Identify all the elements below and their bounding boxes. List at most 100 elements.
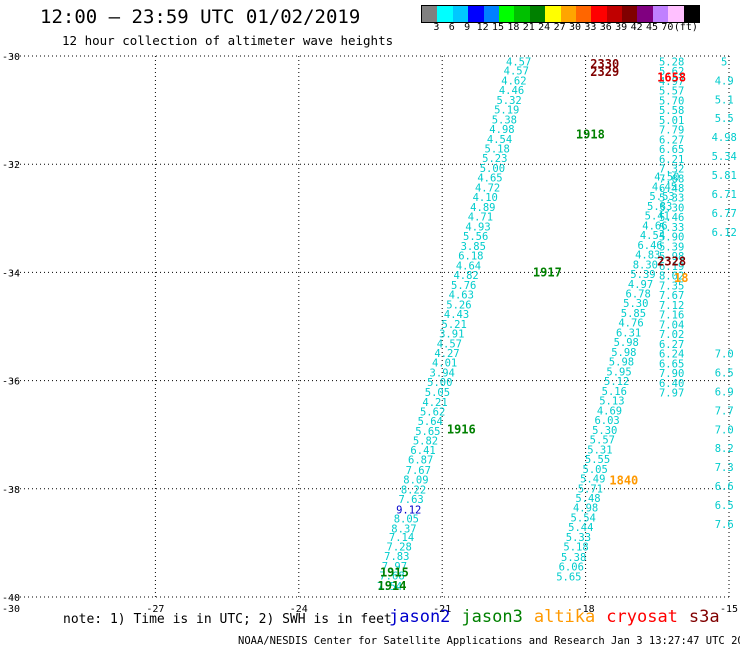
scale-label: 18 [507,22,520,33]
data-point: 5.98 [614,337,639,349]
data-point: 3.91 [439,329,464,341]
data-point: 3.85 [461,241,486,253]
data-point: 5.95 [606,366,631,378]
time-label: 1658 [657,71,686,85]
data-point: 7.3 [715,462,734,474]
data-point: 8.37 [391,523,416,535]
data-point: 5.5 [715,113,734,125]
data-point: 5.18 [563,542,588,554]
data-point: 6.9 [715,386,734,398]
data-point: 4.98 [573,503,598,515]
time-label: 2329 [590,65,619,79]
note-text: note: 1) Time is in UTC; 2) SWH is in fe… [63,612,392,627]
data-point: 5.39 [630,269,655,281]
data-point: 5.30 [623,298,648,310]
data-point: 5.12 [604,376,629,388]
data-point: 5.31 [587,444,612,456]
data-point: 4.69 [597,405,622,417]
data-point: 4.71 [468,212,493,224]
time-label: 1918 [576,127,605,141]
data-point: 7.04 [659,319,684,331]
time-label: 2330 [590,57,619,71]
data-point: 4.66 [642,220,667,232]
data-point: 5.65 [556,571,581,583]
data-point: 5.00 [480,163,505,175]
data-point: 5.41 [645,211,670,223]
x-tick-label: -24 [290,604,308,615]
time-label: 1916 [447,422,476,436]
data-point: 6.21 [659,154,684,166]
data-point: 5.70 [659,95,684,107]
data-point: 5.38 [561,552,586,564]
data-point: 5.62 [420,406,445,418]
data-point: 5.19 [494,105,519,117]
data-point: 5.64 [418,416,443,428]
scale-swatch [560,6,576,22]
data-point: 7.67 [659,290,684,302]
data-point: 5.57 [659,86,684,98]
data-point: 4.46 [499,85,524,97]
data-point: 5.54 [571,512,596,524]
data-point: 5.18 [485,144,510,156]
scale-label: 24 [538,22,551,33]
y-tick-label: -34 [2,268,20,279]
scale-label: 12 [476,22,489,33]
data-point: 6.46 [637,240,662,252]
data-point: 8.05 [394,514,419,526]
scale-swatch [622,6,638,22]
data-point: 5.13 [599,396,624,408]
data-point: 6.27 [659,134,684,146]
scale-unit: (ft) [673,22,698,33]
chart-title: 12:00 – 23:59 UTC 01/02/2019 [40,6,361,28]
data-point: 6.78 [626,288,651,300]
scale-swatch [468,6,484,22]
data-point: 5.00 [427,377,452,389]
scale-label: 70 [661,22,674,33]
data-point: 5.38 [492,114,517,126]
y-tick-label: -40 [2,593,20,604]
scale-swatch [422,6,438,22]
data-point: 6.31 [616,327,641,339]
y-tick-label: -30 [2,52,20,63]
data-point: 6.18 [458,251,483,263]
x-tick-label: -18 [577,604,595,615]
data-point: 5.32 [496,95,521,107]
data-point: 7.63 [398,494,423,506]
data-point: 6.12 [712,227,737,239]
data-point: 5.85 [621,308,646,320]
scale-swatch [529,6,546,22]
scale-swatch [683,6,700,22]
scale-swatch [498,6,515,22]
data-point: 7.54 [377,581,402,593]
data-point: 6.06 [559,562,584,574]
data-point: 5.23 [482,153,507,165]
scale-label: 6 [448,22,455,33]
data-point: 7.12 [659,300,684,312]
data-point: 5.48 [575,493,600,505]
scale-swatch [637,6,653,22]
data-point: 4.65 [477,173,502,185]
legend-altika: altika [533,607,596,627]
data-point: 7.79 [659,125,684,137]
data-point: 5.30 [659,202,684,214]
data-point: 5.57 [590,435,615,447]
legend-cryosat: cryosat [606,607,678,627]
data-point: 5.21 [442,319,467,331]
data-point: 4.82 [453,270,478,282]
data-point: 4.10 [473,192,498,204]
data-point: 5.46 [659,212,684,224]
satellite-legend: jason2 jason3 altika cryosat s3a [389,607,731,627]
data-point: 7.7 [715,405,734,417]
data-point: 4.54 [640,230,665,242]
scale-label: 21 [522,22,535,33]
data-point: 5.55 [585,454,610,466]
data-point: 5.01 [659,115,684,127]
data-point: 7.68 [659,173,684,185]
data-point: 6.40 [659,378,684,390]
y-tick-label: -36 [2,377,20,388]
data-point: 7.83 [384,551,409,563]
data-point: 5.98 [609,357,634,369]
time-label: 1914 [378,579,407,593]
